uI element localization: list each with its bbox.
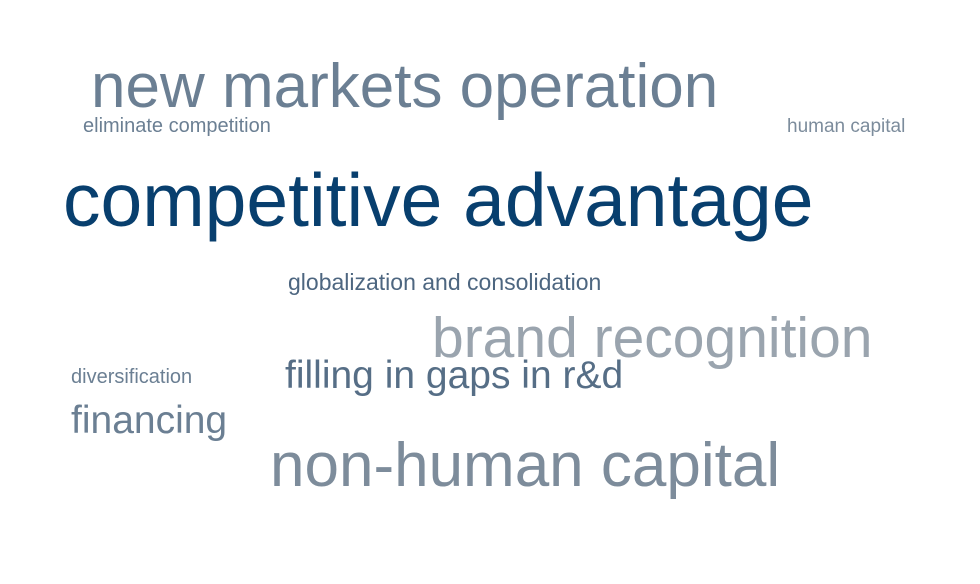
word-competitive-advantage: competitive advantage — [63, 158, 814, 242]
word-non-human-capital: non-human capital — [270, 431, 781, 500]
word-human-capital: human capital — [787, 116, 906, 137]
word-diversification: diversification — [71, 366, 193, 388]
word-globalization-and-consolidation: globalization and consolidation — [288, 269, 602, 295]
word-financing: financing — [71, 399, 228, 442]
word-new-markets-operation: new markets operation — [91, 52, 719, 121]
word-eliminate-competition: eliminate competition — [83, 115, 271, 137]
word-filling-in-gaps-in-rd: filling in gaps in r&d — [285, 354, 624, 397]
word-brand-recognition: brand recognition — [432, 306, 873, 370]
